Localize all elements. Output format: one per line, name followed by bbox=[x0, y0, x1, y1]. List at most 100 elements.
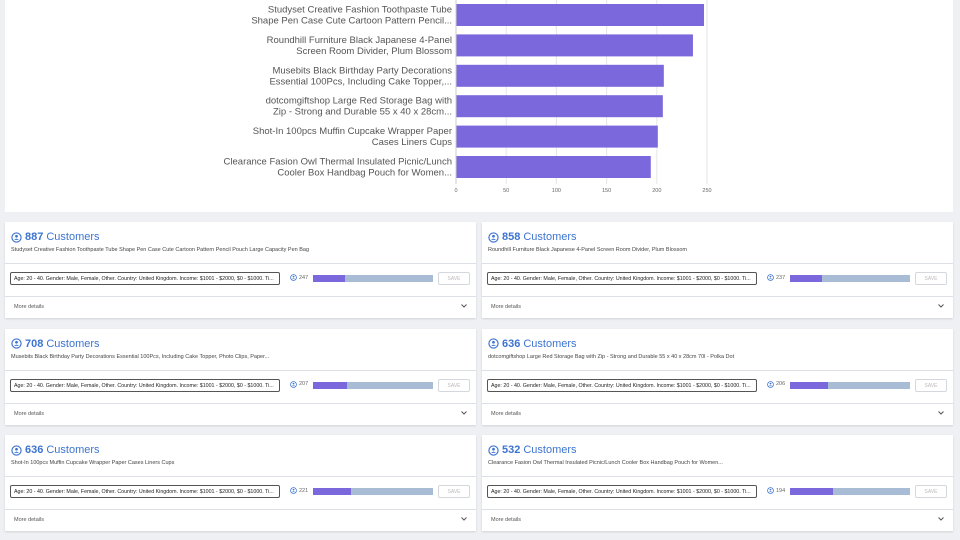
x-tick-label: 150 bbox=[602, 188, 611, 194]
bar bbox=[456, 95, 663, 118]
filter-input[interactable]: Age: 20 - 40. Gender: Male, Female, Othe… bbox=[487, 378, 757, 392]
reach-count: 194 bbox=[776, 487, 786, 494]
progress-fill bbox=[790, 275, 823, 282]
x-tick-label: 250 bbox=[702, 188, 711, 194]
x-tick-label: 0 bbox=[454, 188, 457, 194]
reach: 194 bbox=[767, 487, 785, 494]
x-tick-label: 100 bbox=[552, 188, 561, 194]
save-button[interactable]: SAVE bbox=[438, 378, 470, 392]
more-details[interactable]: More details bbox=[14, 410, 44, 417]
card-title: 708 Customers bbox=[11, 338, 100, 350]
y-tick-label: Roundhill Furniture Black Japanese 4-Pan… bbox=[267, 35, 452, 46]
y-tick-label: Essential 100Pcs, Including Cake Topper,… bbox=[269, 76, 452, 87]
more-details[interactable]: More details bbox=[14, 517, 44, 523]
bar bbox=[456, 4, 704, 26]
customer-count: 858 bbox=[502, 231, 521, 243]
y-tick-label: Clearance Fasion Owl Thermal Insulated P… bbox=[224, 157, 452, 168]
customer-count: 636 bbox=[25, 444, 44, 456]
card-title: 887 Customers bbox=[11, 231, 100, 243]
product-description: Roundhill Furniture Black Japanese 4-Pan… bbox=[488, 247, 688, 253]
divider bbox=[482, 296, 953, 297]
reach: 207 bbox=[290, 380, 309, 388]
save-button[interactable]: SAVE bbox=[915, 272, 947, 285]
progress-track bbox=[313, 381, 433, 389]
divider bbox=[482, 476, 953, 477]
reach-count: 207 bbox=[299, 381, 309, 387]
progress-track bbox=[313, 488, 433, 495]
y-tick-label: Studyset Creative Fashion Toothpaste Tub… bbox=[268, 5, 452, 16]
save-button[interactable]: SAVE bbox=[915, 485, 947, 498]
progress-fill bbox=[313, 488, 352, 495]
customers-label: Customers bbox=[46, 444, 100, 456]
y-tick-label: Cooler Box Handbag Pouch for Women... bbox=[277, 168, 452, 179]
customer-count: 636 bbox=[502, 337, 521, 350]
progress-track bbox=[790, 381, 910, 389]
bar bbox=[456, 34, 693, 57]
reach-count: 237 bbox=[776, 274, 786, 281]
customers-icon bbox=[488, 231, 499, 243]
reach: 221 bbox=[290, 487, 308, 494]
expand-chevron[interactable] bbox=[460, 410, 468, 416]
x-tick-label: 200 bbox=[652, 188, 661, 194]
customers-icon bbox=[11, 338, 22, 349]
reach: 206 bbox=[767, 380, 785, 388]
expand-chevron[interactable] bbox=[460, 516, 468, 522]
save-button[interactable]: SAVE bbox=[915, 378, 947, 392]
progress-fill bbox=[313, 275, 346, 282]
card-title: 636 Customers bbox=[11, 444, 100, 456]
product-description: Clearance Fasion Owl Thermal Insulated P… bbox=[488, 460, 723, 466]
y-tick-label: Musebits Black Birthday Party Decoration… bbox=[272, 65, 452, 76]
progress-fill bbox=[790, 381, 829, 389]
divider bbox=[5, 263, 476, 264]
y-tick-label: Shot-In 100pcs Muffin Cupcake Wrapper Pa… bbox=[253, 126, 452, 137]
reach: 247 bbox=[290, 274, 308, 281]
audience-card: 636 Customers Shot-In 100pcs Muffin Cupcak… bbox=[5, 435, 476, 531]
expand-chevron[interactable] bbox=[460, 303, 468, 309]
card-title: 532 Customers bbox=[488, 444, 577, 456]
save-button[interactable]: SAVE bbox=[438, 485, 470, 498]
reach-count: 221 bbox=[299, 487, 309, 494]
filter-input[interactable]: Age: 20 - 40. Gender: Male, Female, Othe… bbox=[487, 272, 757, 285]
expand-chevron[interactable] bbox=[937, 410, 945, 416]
divider bbox=[5, 296, 476, 297]
reach-icon bbox=[767, 274, 774, 281]
customers-label: Customers bbox=[523, 337, 577, 350]
divider bbox=[5, 509, 476, 510]
progress-fill bbox=[313, 381, 347, 389]
card-title: 636 Customers bbox=[488, 338, 577, 350]
reach-icon bbox=[290, 274, 297, 281]
reach-icon bbox=[290, 487, 297, 494]
customers-icon bbox=[488, 338, 499, 349]
customer-count: 887 bbox=[25, 231, 44, 243]
y-tick-label: dotcomgiftshop Large Red Storage Bag wit… bbox=[266, 96, 452, 107]
filter-input[interactable]: Age: 20 - 40. Gender: Male, Female, Othe… bbox=[487, 485, 757, 498]
chart: 0 50 100 150 200 250 Studyset Creative Fashion… bbox=[224, 0, 712, 194]
reach-icon bbox=[767, 487, 774, 494]
bar bbox=[456, 156, 651, 178]
expand-chevron[interactable] bbox=[937, 516, 945, 522]
audience-card: 887 Customers Studyset Creative Fashion To… bbox=[5, 222, 476, 318]
filter-input[interactable]: Age: 20 - 40. Gender: Male, Female, Othe… bbox=[10, 485, 280, 498]
filter-input[interactable]: Age: 20 - 40. Gender: Male, Female, Othe… bbox=[10, 378, 280, 392]
reach-icon bbox=[767, 380, 774, 388]
customer-count: 532 bbox=[502, 444, 521, 456]
audience-card: 858 Customers Roundhill Furniture Black Ja… bbox=[482, 222, 953, 318]
save-button[interactable]: SAVE bbox=[438, 272, 470, 285]
progress-track bbox=[313, 275, 433, 282]
customers-label: Customers bbox=[46, 337, 100, 350]
y-tick-label: Zip - Strong and Durable 55 x 40 x 28cm.… bbox=[273, 107, 452, 118]
product-description: Musebits Black Birthday Party Decoration… bbox=[11, 353, 270, 360]
divider bbox=[482, 402, 953, 404]
filter-input[interactable]: Age: 20 - 40. Gender: Male, Female, Othe… bbox=[10, 272, 280, 285]
customers-label: Customers bbox=[523, 231, 577, 243]
more-details[interactable]: More details bbox=[491, 517, 521, 523]
more-details[interactable]: More details bbox=[14, 304, 44, 310]
expand-chevron[interactable] bbox=[937, 303, 945, 309]
progress-track bbox=[790, 275, 910, 282]
progress-fill bbox=[790, 488, 834, 495]
more-details[interactable]: More details bbox=[491, 410, 521, 417]
bar bbox=[456, 125, 658, 148]
customers-icon bbox=[11, 444, 22, 456]
more-details[interactable]: More details bbox=[491, 304, 521, 310]
divider bbox=[482, 263, 953, 264]
